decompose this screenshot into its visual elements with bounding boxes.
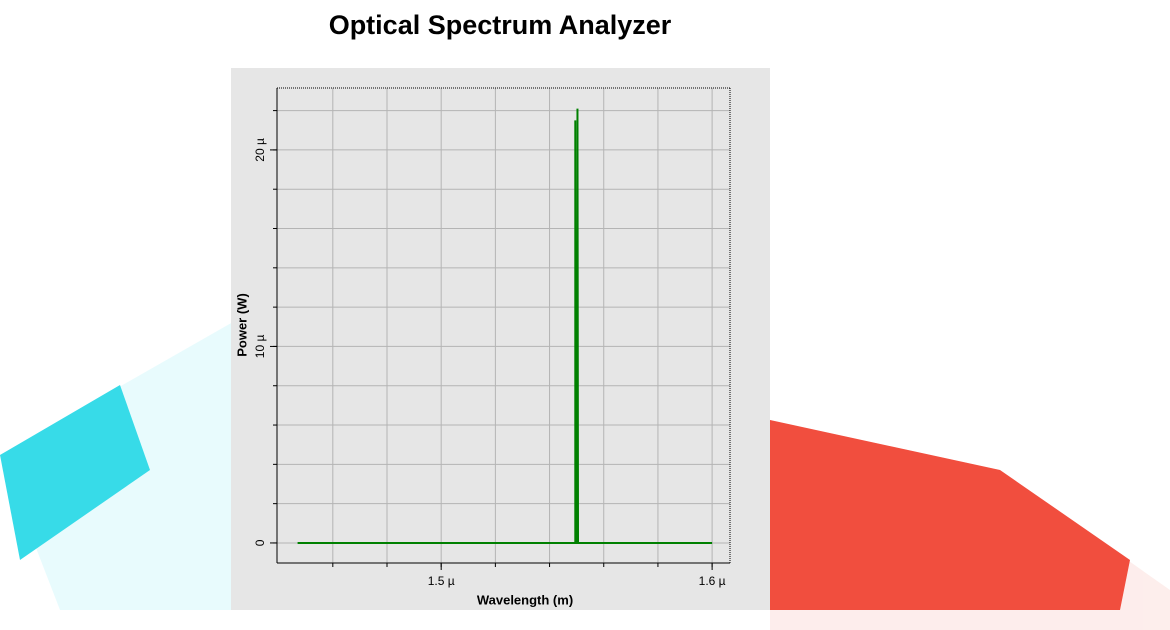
plot-area (277, 88, 730, 563)
y-axis-label: Power (W) (234, 293, 249, 357)
y-tick-label: 0 (253, 539, 267, 546)
watermark-red (770, 420, 1130, 610)
y-tick-label: 20 µ (253, 138, 267, 162)
x-tick-label: 1.5 µ (428, 574, 455, 588)
page: Optical Spectrum Analyzer Wavelength (m)… (0, 0, 1170, 630)
chart-title: Optical Spectrum Analyzer (329, 10, 672, 40)
x-tick-label: 1.6 µ (699, 574, 726, 588)
x-axis-label: Wavelength (m) (477, 592, 573, 607)
y-tick-label: 10 µ (253, 335, 267, 359)
